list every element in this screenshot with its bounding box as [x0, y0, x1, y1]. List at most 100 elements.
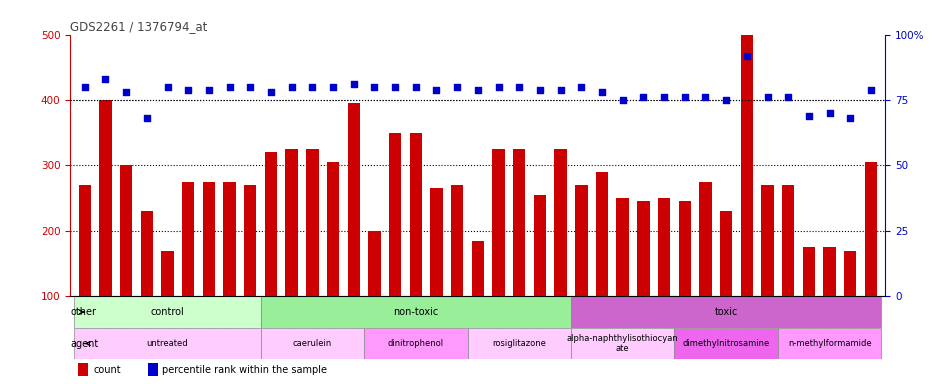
- Bar: [575, 185, 587, 296]
- Point: [119, 89, 134, 95]
- Point: [388, 84, 402, 90]
- Point: [739, 53, 753, 59]
- Point: [677, 94, 692, 101]
- Bar: [79, 185, 91, 296]
- Point: [863, 86, 878, 93]
- Point: [449, 84, 464, 90]
- Point: [759, 94, 774, 101]
- Point: [532, 86, 547, 93]
- Bar: [719, 211, 732, 296]
- Bar: [570, 296, 881, 328]
- Bar: [120, 166, 132, 296]
- Bar: [74, 296, 260, 328]
- Bar: [364, 328, 467, 359]
- Bar: [450, 185, 463, 296]
- Bar: [161, 251, 173, 296]
- Point: [593, 89, 608, 95]
- Point: [367, 84, 382, 90]
- Point: [201, 86, 216, 93]
- Bar: [140, 211, 153, 296]
- Text: untreated: untreated: [147, 339, 188, 348]
- Point: [636, 94, 651, 101]
- Bar: [79, 363, 88, 376]
- Point: [615, 97, 630, 103]
- Point: [408, 84, 423, 90]
- Text: caerulein: caerulein: [292, 339, 331, 348]
- Point: [160, 84, 175, 90]
- Point: [511, 84, 526, 90]
- Bar: [265, 152, 277, 296]
- Bar: [467, 328, 570, 359]
- Bar: [636, 202, 649, 296]
- Point: [346, 81, 361, 88]
- Point: [718, 97, 733, 103]
- Text: n-methylformamide: n-methylformamide: [787, 339, 870, 348]
- Text: control: control: [151, 307, 184, 317]
- Point: [263, 89, 278, 95]
- Point: [98, 76, 113, 82]
- Text: agent: agent: [70, 339, 99, 349]
- Bar: [148, 363, 157, 376]
- Point: [222, 84, 237, 90]
- Text: percentile rank within the sample: percentile rank within the sample: [162, 365, 327, 375]
- Point: [800, 113, 815, 119]
- Bar: [409, 133, 421, 296]
- Point: [656, 94, 671, 101]
- Text: rosiglitazone: rosiglitazone: [491, 339, 546, 348]
- Point: [821, 110, 836, 116]
- Text: dinitrophenol: dinitrophenol: [388, 339, 444, 348]
- Bar: [554, 149, 566, 296]
- Bar: [570, 328, 674, 359]
- Bar: [368, 231, 380, 296]
- Bar: [657, 198, 669, 296]
- Bar: [802, 247, 814, 296]
- Bar: [327, 162, 339, 296]
- Bar: [864, 162, 876, 296]
- Bar: [616, 198, 628, 296]
- Point: [697, 94, 712, 101]
- Text: other: other: [70, 307, 96, 317]
- Point: [573, 84, 588, 90]
- Point: [841, 115, 856, 121]
- Text: count: count: [93, 365, 121, 375]
- Bar: [777, 328, 881, 359]
- Point: [429, 86, 444, 93]
- Bar: [182, 182, 194, 296]
- Bar: [843, 251, 856, 296]
- Bar: [306, 149, 318, 296]
- Bar: [782, 185, 794, 296]
- Text: GDS2261 / 1376794_at: GDS2261 / 1376794_at: [70, 20, 208, 33]
- Bar: [202, 182, 215, 296]
- Point: [181, 86, 196, 93]
- Text: non-toxic: non-toxic: [393, 307, 438, 317]
- Point: [470, 86, 485, 93]
- Text: alpha-naphthylisothiocyan
ate: alpha-naphthylisothiocyan ate: [566, 334, 678, 353]
- Point: [304, 84, 319, 90]
- Bar: [471, 241, 484, 296]
- Bar: [534, 195, 546, 296]
- Bar: [223, 182, 236, 296]
- Point: [139, 115, 154, 121]
- Bar: [678, 202, 690, 296]
- Text: toxic: toxic: [714, 307, 737, 317]
- Point: [552, 86, 567, 93]
- Bar: [739, 35, 753, 296]
- Point: [780, 94, 795, 101]
- Bar: [99, 100, 111, 296]
- Bar: [388, 133, 401, 296]
- Point: [284, 84, 299, 90]
- Bar: [74, 328, 260, 359]
- Bar: [260, 328, 364, 359]
- Bar: [243, 185, 256, 296]
- Bar: [285, 149, 298, 296]
- Bar: [430, 189, 442, 296]
- Bar: [347, 103, 359, 296]
- Bar: [260, 296, 570, 328]
- Bar: [595, 172, 607, 296]
- Bar: [513, 149, 525, 296]
- Bar: [823, 247, 835, 296]
- Point: [325, 84, 340, 90]
- Text: dimethylnitrosamine: dimethylnitrosamine: [681, 339, 769, 348]
- Bar: [698, 182, 711, 296]
- Point: [77, 84, 92, 90]
